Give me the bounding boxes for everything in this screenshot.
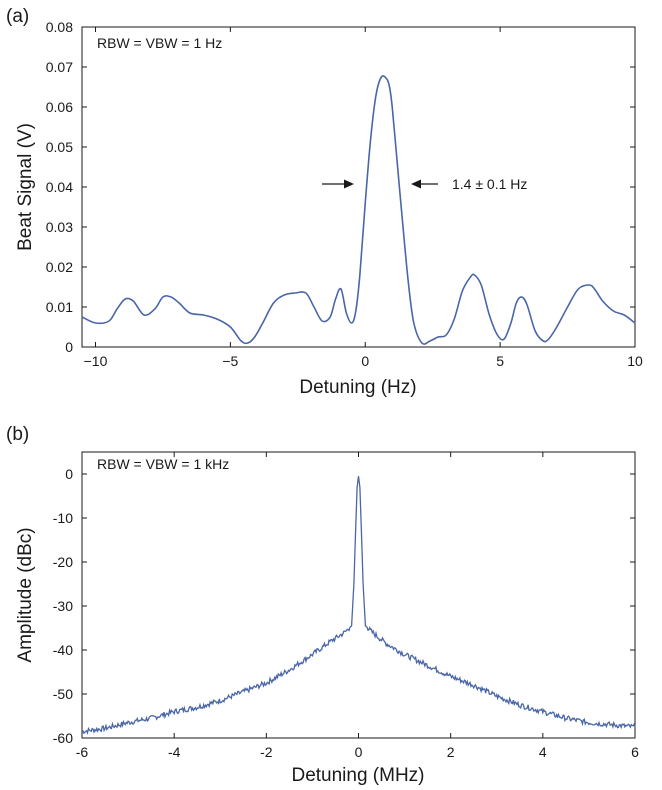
panel-b-y-tick-label: -60 (53, 730, 73, 746)
panel-a-ticks: −10 −5 0 5 10 0 0.01 0.02 0.03 0.04 0.05 0.06 0.07 0.… (46, 19, 643, 369)
panel-b-ticks: -6 -4 -2 0 2 4 6-60-50-40-30-20-100 (53, 452, 639, 760)
panel-b-y-tick-label: -20 (53, 554, 73, 570)
panel-a-y-tick-label: 0.06 (46, 99, 73, 115)
panel-b-bandwidth-annotation: RBW = VBW = 1 kHz (97, 456, 229, 472)
panel-a-y-tick-label: 0.08 (46, 19, 73, 35)
panel-b-axes-frame (81, 451, 636, 739)
panel-b-x-tick-label: 0 (355, 744, 363, 760)
panel-b-x-axis-label: Detuning (MHz) (291, 765, 424, 786)
panel-b-x-tick-label: 4 (539, 744, 547, 760)
panel-a-x-tick-label: 10 (627, 353, 643, 369)
panel-b-y-tick-label: -50 (53, 686, 73, 702)
panel-a-x-tick-label: −5 (222, 353, 238, 369)
panel-b-x-tick-label: 6 (631, 744, 639, 760)
panel-b-y-tick-label: 0 (65, 466, 73, 482)
panel-a-x-tick-label: 0 (361, 353, 369, 369)
panel-a-linewidth-left-arrow (322, 179, 354, 189)
panel-a-bandwidth-annotation: RBW = VBW = 1 Hz (97, 35, 222, 51)
panel-a-y-tick-label: 0.05 (46, 139, 73, 155)
panel-b-label: (b) (6, 424, 29, 445)
panel-a-label: (a) (6, 6, 29, 27)
panel-a-x-axis-label: Detuning (Hz) (299, 377, 416, 398)
panel-b-y-tick-label: -40 (53, 642, 73, 658)
panel-a-y-tick-label: 0.01 (46, 299, 73, 315)
panel-b: (b) -6 -4 -2 0 2 4 6-60-50-40-30-20-100 RBW = … (6, 424, 639, 786)
panel-a-axes-frame (81, 26, 636, 348)
panel-a-y-axis-label: Beat Signal (V) (15, 123, 36, 251)
panel-b-x-tick-label: -2 (260, 744, 273, 760)
panel-a-y-tick-label: 0.07 (46, 59, 73, 75)
panel-a-y-tick-label: 0.04 (46, 179, 73, 195)
panel-a-x-tick-label: 5 (496, 353, 504, 369)
panel-b-x-tick-label: -4 (168, 744, 181, 760)
panel-a-y-tick-label: 0.02 (46, 259, 73, 275)
panel-a-linewidth-annotation: 1.4 ± 0.1 Hz (452, 176, 527, 192)
panel-a-linewidth-right-arrow (411, 179, 438, 189)
panel-a-x-tick-label: −10 (84, 353, 108, 369)
panel-b-x-tick-label: 2 (447, 744, 455, 760)
panel-a-y-tick-label: 0.03 (46, 219, 73, 235)
panel-b-x-tick-label: -6 (76, 744, 89, 760)
panel-b-series-line (81, 476, 636, 736)
panel-a-series-line (81, 75, 636, 345)
panel-a: (a) −10 −5 0 5 10 0 0.01 0.02 0.03 0.04 0.05 0.06 0.… (6, 6, 643, 398)
panel-b-y-tick-label: -30 (53, 598, 73, 614)
panel-a-y-tick-label: 0 (65, 339, 73, 355)
panel-b-y-axis-label: Amplitude (dBc) (15, 527, 36, 662)
panel-b-y-tick-label: -10 (53, 510, 73, 526)
